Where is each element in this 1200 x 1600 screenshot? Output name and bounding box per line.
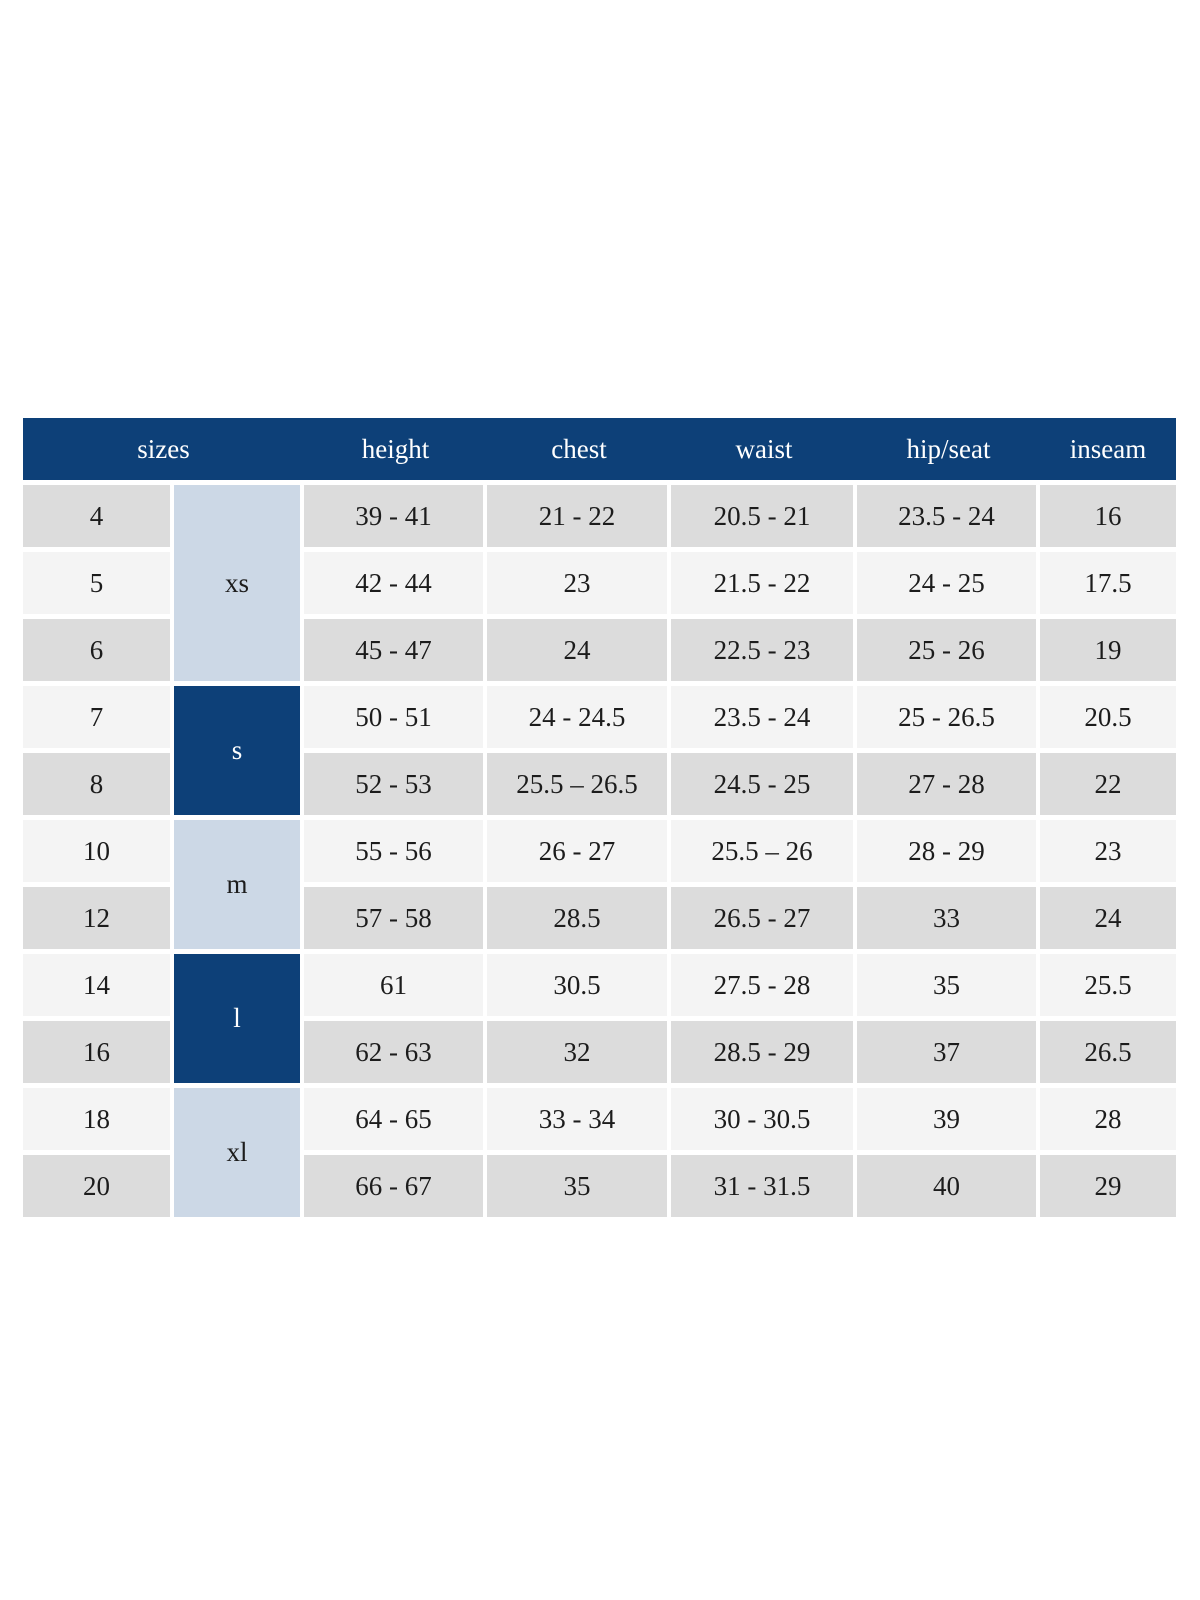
row6-chest-cell: 24 bbox=[487, 619, 667, 681]
row8-waist-cell: 24.5 - 25 bbox=[671, 753, 853, 815]
header-sizes: sizes bbox=[137, 433, 190, 464]
row18-hip-seat-cell: 39 bbox=[857, 1088, 1036, 1150]
row20-chest-cell: 35 bbox=[487, 1155, 667, 1217]
row4-waist-cell: 20.5 - 21 bbox=[671, 485, 853, 547]
row6-waist-cell: 22.5 - 23 bbox=[671, 619, 853, 681]
row4-height-cell: 39 - 41 bbox=[304, 485, 483, 547]
row10-inseam-cell: 23 bbox=[1040, 820, 1176, 882]
row16-hip-seat-cell: 37 bbox=[857, 1021, 1036, 1083]
row18-chest-cell: 33 - 34 bbox=[487, 1088, 667, 1150]
table-header-row: sizes height chest waist hip/seat inseam bbox=[23, 418, 1176, 480]
row12-size-cell: 12 bbox=[23, 887, 170, 949]
row8-chest-cell: 25.5 – 26.5 bbox=[487, 753, 667, 815]
row16-chest-cell: 32 bbox=[487, 1021, 667, 1083]
row14-hip-seat-cell: 35 bbox=[857, 954, 1036, 1016]
row16-height-cell: 62 - 63 bbox=[304, 1021, 483, 1083]
row12-chest-cell: 28.5 bbox=[487, 887, 667, 949]
header-hip-seat: hip/seat bbox=[906, 433, 991, 464]
group-xs-cell: xs bbox=[174, 485, 300, 681]
row20-height-cell: 66 - 67 bbox=[304, 1155, 483, 1217]
row14-height-cell: 61 bbox=[304, 954, 483, 1016]
row5-chest-cell: 23 bbox=[487, 552, 667, 614]
row20-inseam-cell: 29 bbox=[1040, 1155, 1176, 1217]
row4-inseam-cell: 16 bbox=[1040, 485, 1176, 547]
row14-size-cell: 14 bbox=[23, 954, 170, 1016]
header-waist: waist bbox=[735, 433, 793, 464]
row20-waist-cell: 31 - 31.5 bbox=[671, 1155, 853, 1217]
row12-waist-cell: 26.5 - 27 bbox=[671, 887, 853, 949]
row5-inseam-cell: 17.5 bbox=[1040, 552, 1176, 614]
row6-size-cell: 6 bbox=[23, 619, 170, 681]
row20-hip-seat-cell: 40 bbox=[857, 1155, 1036, 1217]
row7-inseam-cell: 20.5 bbox=[1040, 686, 1176, 748]
row10-chest-cell: 26 - 27 bbox=[487, 820, 667, 882]
row7-chest-cell: 24 - 24.5 bbox=[487, 686, 667, 748]
row12-hip-seat-cell: 33 bbox=[857, 887, 1036, 949]
row7-height-cell: 50 - 51 bbox=[304, 686, 483, 748]
row4-size-cell: 4 bbox=[23, 485, 170, 547]
row6-inseam-cell: 19 bbox=[1040, 619, 1176, 681]
row20-size-cell: 20 bbox=[23, 1155, 170, 1217]
group-s-cell: s bbox=[174, 686, 300, 815]
row16-waist-cell: 28.5 - 29 bbox=[671, 1021, 853, 1083]
row7-waist-cell: 23.5 - 24 bbox=[671, 686, 853, 748]
row18-inseam-cell: 28 bbox=[1040, 1088, 1176, 1150]
row14-waist-cell: 27.5 - 28 bbox=[671, 954, 853, 1016]
row18-height-cell: 64 - 65 bbox=[304, 1088, 483, 1150]
row14-chest-cell: 30.5 bbox=[487, 954, 667, 1016]
header-chest: chest bbox=[551, 433, 607, 464]
row16-inseam-cell: 26.5 bbox=[1040, 1021, 1176, 1083]
row6-height-cell: 45 - 47 bbox=[304, 619, 483, 681]
row4-chest-cell: 21 - 22 bbox=[487, 485, 667, 547]
group-l-cell: l bbox=[174, 954, 300, 1083]
row10-hip-seat-cell: 28 - 29 bbox=[857, 820, 1036, 882]
row7-hip-seat-cell: 25 - 26.5 bbox=[857, 686, 1036, 748]
row8-inseam-cell: 22 bbox=[1040, 753, 1176, 815]
row14-inseam-cell: 25.5 bbox=[1040, 954, 1176, 1016]
row8-hip-seat-cell: 27 - 28 bbox=[857, 753, 1036, 815]
header-inseam: inseam bbox=[1069, 433, 1147, 464]
row5-height-cell: 42 - 44 bbox=[304, 552, 483, 614]
header-height: height bbox=[361, 433, 430, 464]
group-xl-cell: xl bbox=[174, 1088, 300, 1217]
row7-size-cell: 7 bbox=[23, 686, 170, 748]
row10-size-cell: 10 bbox=[23, 820, 170, 882]
row16-size-cell: 16 bbox=[23, 1021, 170, 1083]
row8-height-cell: 52 - 53 bbox=[304, 753, 483, 815]
row5-hip-seat-cell: 24 - 25 bbox=[857, 552, 1036, 614]
row5-size-cell: 5 bbox=[23, 552, 170, 614]
group-m-cell: m bbox=[174, 820, 300, 949]
row10-waist-cell: 25.5 – 26 bbox=[671, 820, 853, 882]
row4-hip-seat-cell: 23.5 - 24 bbox=[857, 485, 1036, 547]
size-chart-table: sizes height chest waist hip/seat inseam… bbox=[23, 418, 1176, 1217]
row18-size-cell: 18 bbox=[23, 1088, 170, 1150]
row12-height-cell: 57 - 58 bbox=[304, 887, 483, 949]
row10-height-cell: 55 - 56 bbox=[304, 820, 483, 882]
row5-waist-cell: 21.5 - 22 bbox=[671, 552, 853, 614]
row18-waist-cell: 30 - 30.5 bbox=[671, 1088, 853, 1150]
row12-inseam-cell: 24 bbox=[1040, 887, 1176, 949]
row6-hip-seat-cell: 25 - 26 bbox=[857, 619, 1036, 681]
row8-size-cell: 8 bbox=[23, 753, 170, 815]
